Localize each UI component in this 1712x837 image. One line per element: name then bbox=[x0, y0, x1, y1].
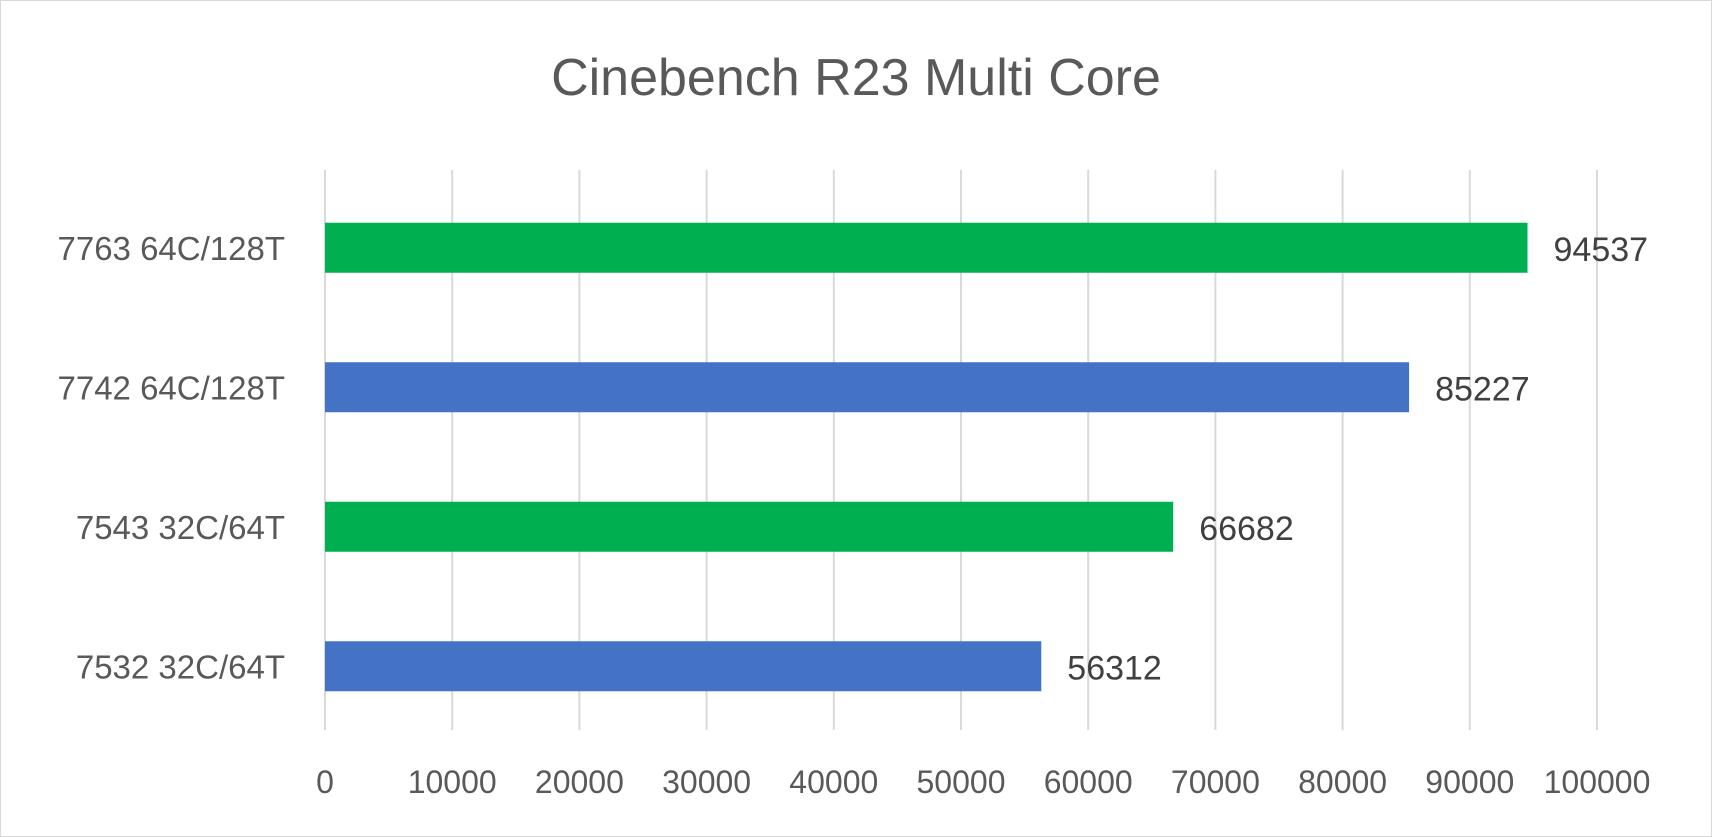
x-tick-label: 40000 bbox=[789, 764, 878, 800]
x-tick-label: 70000 bbox=[1171, 764, 1260, 800]
x-tick-label: 10000 bbox=[408, 764, 497, 800]
bars bbox=[325, 222, 1528, 692]
x-tick-label: 0 bbox=[316, 764, 334, 800]
bar bbox=[325, 362, 1410, 413]
x-tick-label: 20000 bbox=[535, 764, 624, 800]
category-label: 7543 32C/64T bbox=[76, 509, 285, 546]
bar bbox=[325, 222, 1528, 273]
data-label: 85227 bbox=[1435, 370, 1530, 408]
category-label: 7532 32C/64T bbox=[76, 648, 285, 685]
chart-title: Cinebench R23 Multi Core bbox=[551, 49, 1161, 107]
x-tick-label: 30000 bbox=[662, 764, 751, 800]
data-label: 66682 bbox=[1199, 510, 1294, 548]
x-tick-label: 90000 bbox=[1425, 764, 1514, 800]
x-tick-label: 60000 bbox=[1044, 764, 1133, 800]
x-tick-label: 50000 bbox=[917, 764, 1006, 800]
labels: 0 10000 20000 30000 40000 50000 60000 70000 8000… bbox=[57, 230, 1650, 800]
data-label: 94537 bbox=[1554, 231, 1649, 269]
category-label: 7763 64C/128T bbox=[57, 230, 285, 267]
x-tick-label: 80000 bbox=[1298, 764, 1387, 800]
x-tick-label: 100000 bbox=[1544, 764, 1651, 800]
data-label: 56312 bbox=[1067, 649, 1162, 687]
bar bbox=[325, 501, 1174, 552]
category-label: 7742 64C/128T bbox=[57, 369, 285, 406]
bar bbox=[325, 641, 1042, 692]
